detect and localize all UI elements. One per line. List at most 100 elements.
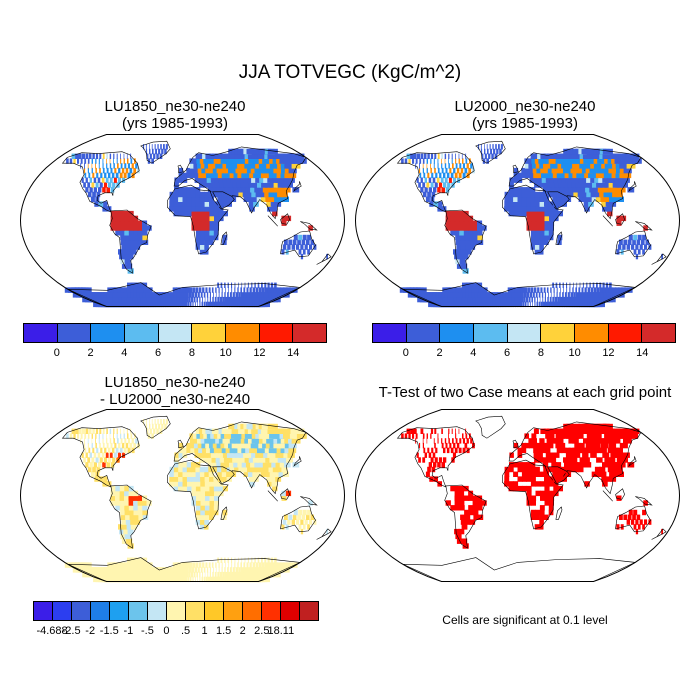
map-cell: [436, 177, 440, 183]
map-cell: [121, 442, 125, 449]
map-cell: [600, 167, 609, 174]
map-cell: [549, 177, 556, 183]
colorbar-tick-label: 4: [470, 347, 477, 359]
map-cell: [218, 438, 225, 444]
map-cell: [513, 210, 519, 217]
map-cell: [575, 182, 582, 188]
map-cell: [415, 433, 418, 439]
coastline-arabia: [212, 466, 235, 485]
map-cell: [257, 567, 263, 573]
map-cell: [157, 419, 159, 425]
map-cell: [191, 196, 197, 202]
map-cell: [539, 505, 545, 511]
map-cell: [563, 287, 564, 293]
map-cell: [252, 471, 259, 477]
map-cell: [600, 442, 609, 449]
map-cell: [115, 447, 119, 454]
map-cell: [113, 438, 115, 444]
map-cell: [209, 490, 215, 497]
map-cell: [138, 234, 144, 241]
map-cell: [452, 177, 456, 183]
map-cell: [195, 481, 202, 487]
map-cell: [235, 292, 238, 298]
map-cell: [124, 500, 130, 506]
map-cell: [191, 225, 197, 231]
map-cell: [278, 196, 285, 202]
map-cell: [578, 167, 585, 174]
map-cell: [565, 452, 572, 458]
map-cell: [506, 296, 511, 303]
map-cell: [244, 163, 252, 169]
map-cell: [137, 167, 140, 174]
map-cell: [422, 433, 425, 439]
map-cell: [276, 562, 282, 568]
map-cell: [109, 158, 111, 164]
map-cell: [468, 490, 474, 497]
colorbar-tick-label: 6: [155, 347, 162, 359]
map-cell: [588, 172, 595, 179]
map-cell: [238, 567, 241, 573]
map-cell: [542, 182, 548, 188]
map-cell: [220, 462, 227, 468]
map-cell: [110, 490, 116, 497]
map-cell: [122, 249, 129, 255]
map-cell: [286, 287, 291, 293]
map-cell: [532, 163, 537, 169]
map-cell: [174, 571, 179, 578]
map-cell: [306, 239, 310, 245]
map-cell: [582, 191, 588, 198]
map-cell: [248, 476, 255, 482]
map-cell: [221, 562, 223, 568]
map-cell: [544, 476, 550, 482]
map-cell: [116, 433, 118, 439]
map-cell: [262, 167, 270, 174]
map-cell: [288, 172, 297, 179]
map-cell: [193, 167, 199, 174]
map-cell: [255, 177, 262, 183]
map-cell: [109, 428, 112, 434]
map-cell: [226, 163, 233, 169]
map-cell: [569, 191, 575, 198]
map-cell: [509, 177, 514, 183]
map-cell: [125, 514, 131, 520]
map-cell: [447, 182, 451, 188]
map-cell: [222, 296, 225, 303]
map-cell: [517, 485, 523, 492]
map-cell: [205, 428, 211, 434]
map-cell: [422, 457, 426, 463]
map-cell: [247, 177, 254, 183]
map-cell: [192, 158, 198, 164]
map-cell: [481, 153, 484, 159]
map-cell: [556, 191, 562, 198]
map-cell: [618, 187, 626, 193]
map-cell: [424, 452, 427, 458]
map-cell: [106, 153, 108, 159]
map-cell: [308, 500, 313, 506]
map-cell: [458, 528, 465, 535]
map-cell: [130, 519, 136, 525]
map-cell: [225, 447, 232, 454]
map-cell: [526, 292, 530, 298]
map-cell: [178, 442, 184, 449]
map-cell: [472, 495, 478, 501]
map-cell: [169, 206, 175, 212]
map-cell: [176, 292, 181, 298]
map-cell: [218, 292, 220, 298]
map-cell: [247, 452, 254, 458]
map-cell: [526, 196, 532, 202]
map-cell: [90, 471, 95, 477]
map-cell: [102, 438, 104, 444]
map-cell: [460, 514, 466, 520]
map-cell: [587, 292, 592, 298]
map-cell: [567, 182, 574, 188]
map-cell: [426, 163, 428, 169]
map-lu2000: [354, 134, 681, 308]
map-cell: [462, 543, 469, 549]
map-cell: [87, 167, 89, 174]
map-cell: [195, 466, 201, 473]
map-cell: [583, 182, 590, 188]
map-cell: [186, 187, 192, 193]
map-cell: [572, 462, 579, 468]
map-cell: [224, 292, 226, 298]
map-cell: [229, 447, 236, 454]
